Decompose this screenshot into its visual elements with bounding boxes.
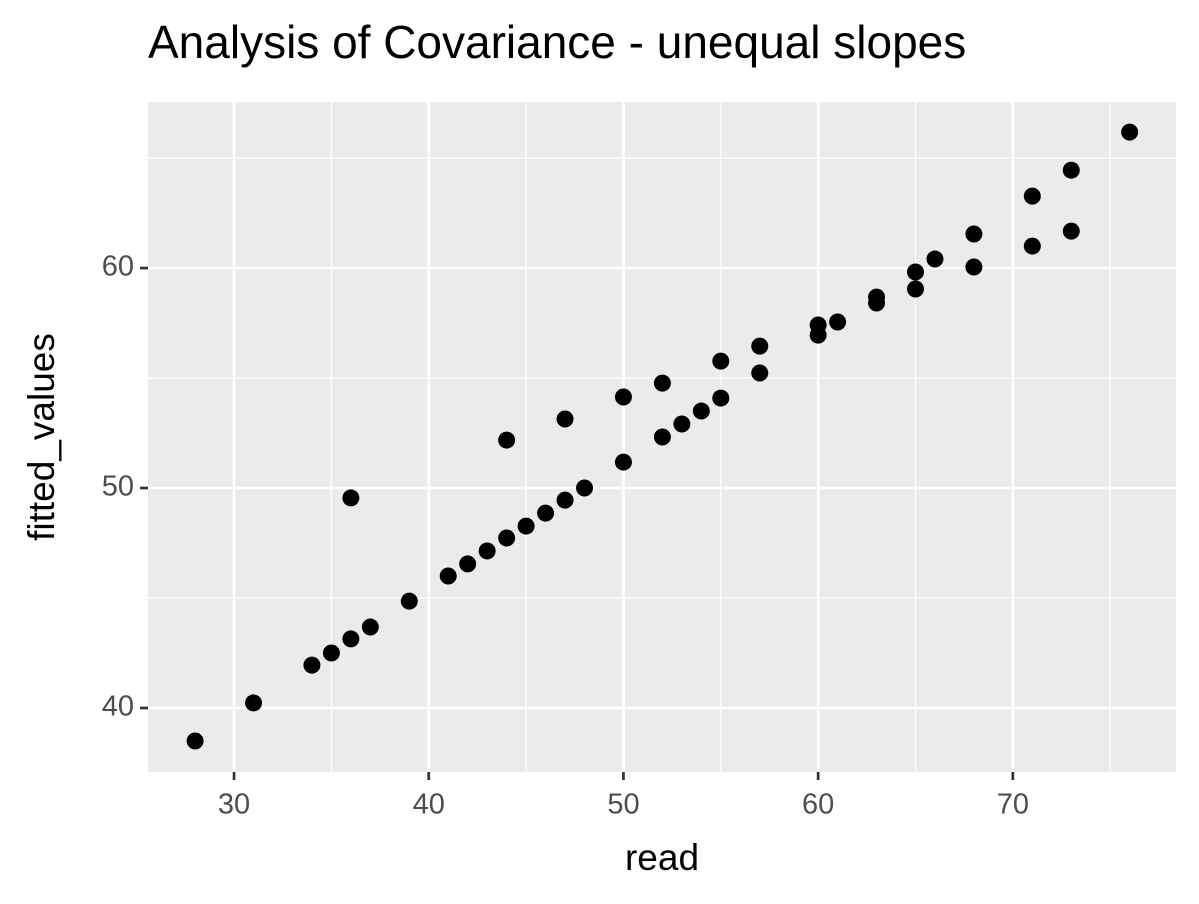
- point: [653, 374, 671, 392]
- y-tick-label: 60: [102, 251, 134, 283]
- point: [1062, 222, 1080, 240]
- point: [342, 489, 360, 507]
- chart-title: Analysis of Covariance - unequal slopes: [148, 16, 966, 68]
- point: [1121, 123, 1139, 141]
- y-tick-label: 50: [102, 471, 134, 503]
- point: [361, 618, 379, 636]
- point: [322, 644, 340, 662]
- point: [712, 352, 730, 370]
- point: [926, 250, 944, 268]
- point: [868, 288, 886, 306]
- point: [245, 694, 263, 712]
- point: [829, 313, 847, 331]
- point: [478, 542, 496, 560]
- point: [809, 316, 827, 334]
- point: [556, 491, 574, 509]
- point: [556, 410, 574, 428]
- point: [498, 529, 516, 547]
- point: [965, 258, 983, 276]
- point: [614, 453, 632, 471]
- point: [400, 592, 418, 610]
- x-tick-label: 60: [802, 789, 834, 821]
- point: [439, 567, 457, 585]
- y-axis-label: fitted_values: [21, 333, 62, 541]
- point: [751, 337, 769, 355]
- point: [1062, 161, 1080, 179]
- x-tick-label: 70: [997, 789, 1029, 821]
- point: [498, 431, 516, 449]
- point: [1023, 187, 1041, 205]
- x-tick-label: 40: [413, 789, 445, 821]
- point: [576, 479, 594, 497]
- y-tick-label: 40: [102, 691, 134, 723]
- point: [692, 402, 710, 420]
- point: [459, 555, 477, 573]
- point: [517, 517, 535, 535]
- point: [303, 656, 321, 674]
- point: [965, 225, 983, 243]
- x-tick-label: 30: [218, 789, 250, 821]
- point: [712, 389, 730, 407]
- point: [614, 388, 632, 406]
- point: [653, 428, 671, 446]
- point: [342, 630, 360, 648]
- point: [906, 263, 924, 281]
- point: [906, 280, 924, 298]
- point: [186, 732, 204, 750]
- x-tick-label: 50: [607, 789, 639, 821]
- point: [1023, 237, 1041, 255]
- x-axis-label: read: [625, 837, 699, 878]
- point: [751, 364, 769, 382]
- point: [537, 504, 555, 522]
- point: [673, 415, 691, 433]
